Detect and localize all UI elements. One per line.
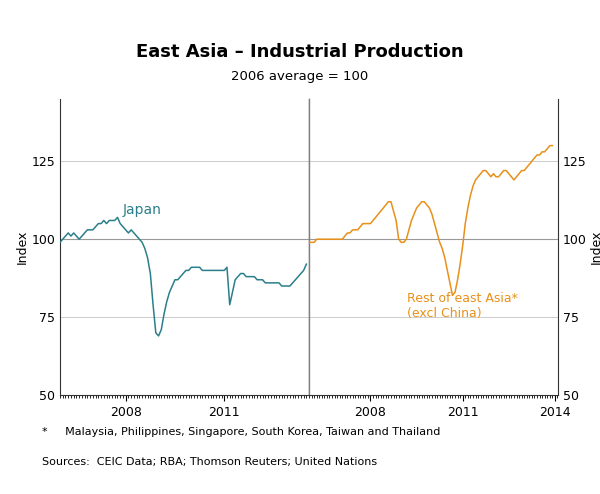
Y-axis label: Index: Index [16,230,28,264]
Text: *     Malaysia, Philippines, Singapore, South Korea, Taiwan and Thailand: * Malaysia, Philippines, Singapore, Sout… [42,427,440,437]
Text: Sources:  CEIC Data; RBA; Thomson Reuters; United Nations: Sources: CEIC Data; RBA; Thomson Reuters… [42,457,377,467]
Text: 2006 average = 100: 2006 average = 100 [232,70,368,83]
Text: Rest of east Asia*
(excl China): Rest of east Asia* (excl China) [407,292,518,320]
Y-axis label: Index: Index [590,230,600,264]
Text: East Asia – Industrial Production: East Asia – Industrial Production [136,43,464,61]
Text: Japan: Japan [122,204,161,217]
